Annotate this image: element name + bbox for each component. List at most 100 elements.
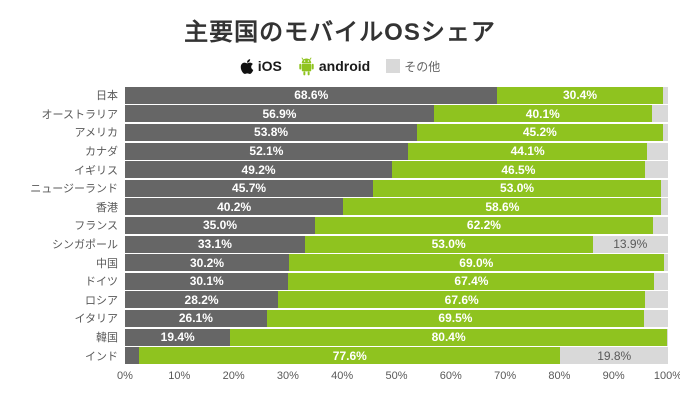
segment-value-label: 44.1%	[510, 144, 545, 159]
country-label: 韓国	[96, 332, 118, 345]
country-label: オーストラリア	[41, 108, 118, 121]
bar-segment-android: 69.0%	[288, 254, 664, 272]
segment-value-label: 30.4%	[563, 88, 598, 103]
bar-segment-android: 67.6%	[278, 291, 646, 309]
bar-track: 30.2% 69.0%	[125, 254, 668, 272]
bar-row: インド 77.6% 19.8%	[12, 346, 668, 365]
bar-segment-other	[651, 105, 668, 123]
country-label: インド	[85, 350, 118, 363]
segment-value-label: 35.0%	[203, 218, 238, 233]
bar-segment-ios: 53.8%	[125, 123, 418, 141]
bar-row: オーストラリア 56.9% 40.1%	[12, 105, 668, 124]
bar-segment-android: 40.1%	[433, 105, 652, 123]
segment-value-label: 56.9%	[262, 106, 297, 121]
bar-track: 52.1% 44.1%	[125, 142, 668, 160]
bar-segment-android: 69.5%	[266, 309, 645, 327]
segment-value-label: 13.9%	[613, 237, 648, 252]
segment-value-label: 46.5%	[501, 162, 536, 177]
bar-track: 19.4% 80.4%	[125, 328, 668, 346]
bar-track: 56.9% 40.1%	[125, 105, 668, 123]
bar-segment-ios: 45.7%	[125, 179, 374, 197]
bar-segment-ios: 35.0%	[125, 216, 316, 234]
bar-segment-other	[662, 86, 668, 104]
bar-rows: 日本 68.6% 30.4% オーストラリア 56.9% 40.1% アメリカ 53.8% 45…	[12, 86, 668, 365]
bar-row: ロシア 28.2% 67.6%	[12, 291, 668, 310]
country-label: イギリス	[74, 164, 118, 177]
bar-segment-ios: 56.9%	[125, 105, 434, 123]
axis-tick-label: 50%	[385, 369, 408, 382]
segment-value-label: 40.2%	[217, 199, 252, 214]
segment-value-label: 58.6%	[485, 199, 520, 214]
segment-value-label: 19.4%	[160, 330, 195, 345]
android-icon	[298, 57, 315, 76]
bar-row: 韓国 19.4% 80.4%	[12, 328, 668, 347]
bar-track: 68.6% 30.4%	[125, 86, 668, 104]
bar-segment-ios: 68.6%	[125, 86, 498, 104]
bar-row: イタリア 26.1% 69.5%	[12, 309, 668, 328]
bar-segment-ios: 52.1%	[125, 142, 408, 160]
segment-value-label: 68.6%	[294, 88, 329, 103]
bar-segment-ios: 33.1%	[125, 235, 305, 253]
country-label: アメリカ	[74, 127, 118, 140]
legend-label-ios: iOS	[257, 58, 282, 74]
country-label: 日本	[96, 90, 118, 103]
bar-segment-other	[644, 309, 668, 327]
segment-value-label: 67.4%	[454, 274, 489, 289]
country-label: 中国	[96, 257, 118, 270]
bar-segment-other: 13.9%	[592, 235, 668, 253]
bar-segment-other	[662, 123, 668, 141]
bar-segment-android: 58.6%	[343, 198, 662, 216]
bar-segment-ios: 49.2%	[125, 161, 393, 179]
legend-label-other: その他	[404, 59, 441, 74]
segment-value-label: 45.2%	[522, 125, 557, 140]
bar-row: 日本 68.6% 30.4%	[12, 86, 668, 105]
other-swatch-icon	[386, 59, 401, 73]
bar-row: アメリカ 53.8% 45.2%	[12, 123, 668, 142]
legend-item-ios: iOS	[240, 58, 282, 75]
segment-value-label: 30.2%	[189, 255, 224, 270]
bar-segment-android: 77.6%	[139, 347, 561, 365]
bar-segment-android: 45.2%	[417, 123, 663, 141]
legend-item-android: android	[298, 57, 370, 76]
axis-tick-label: 80%	[548, 369, 571, 382]
segment-value-label: 53.0%	[431, 237, 466, 252]
bar-segment-other	[652, 216, 668, 234]
bar-segment-other	[644, 161, 668, 179]
bar-segment-other	[645, 291, 668, 309]
axis-tick-label: 90%	[602, 369, 625, 382]
segment-value-label: 30.1%	[189, 274, 224, 289]
country-label: ニュージーランド	[30, 183, 118, 196]
bar-track: 77.6% 19.8%	[125, 347, 668, 365]
bar-segment-other	[647, 142, 668, 160]
bar-row: フランス 35.0% 62.2%	[12, 216, 668, 235]
bar-track: 45.7% 53.0%	[125, 179, 668, 197]
bar-track: 49.2% 46.5%	[125, 161, 668, 179]
axis-tick-label: 0%	[117, 369, 133, 382]
bar-segment-android: 46.5%	[392, 161, 645, 179]
axis-tick-label: 60%	[439, 369, 462, 382]
segment-value-label: 53.8%	[254, 125, 289, 140]
chart-title: 主要国のモバイルOSシェア	[184, 19, 496, 46]
segment-value-label: 52.1%	[249, 144, 284, 159]
country-label: イタリア	[74, 313, 118, 326]
bar-track: 28.2% 67.6%	[125, 291, 668, 309]
x-axis: 0% 10% 20% 30% 40% 50% 60% 70% 80% 90% 100%	[117, 369, 680, 388]
segment-value-label: 67.6%	[444, 292, 479, 307]
bar-segment-ios	[125, 347, 140, 365]
bar-track: 40.2% 58.6%	[125, 198, 668, 216]
segment-value-label: 62.2%	[466, 218, 501, 233]
bar-segment-ios: 28.2%	[125, 291, 279, 309]
segment-value-label: 77.6%	[332, 348, 367, 363]
bar-segment-android: 30.4%	[497, 86, 663, 104]
segment-value-label: 33.1%	[197, 237, 232, 252]
bar-segment-other: 19.8%	[560, 347, 668, 365]
bar-track: 26.1% 69.5%	[125, 309, 668, 327]
bar-segment-other	[660, 179, 668, 197]
axis-tick-label: 10%	[168, 369, 191, 382]
segment-value-label: 69.5%	[438, 311, 473, 326]
bar-segment-android: 67.4%	[288, 272, 655, 290]
country-label: フランス	[74, 220, 118, 233]
legend: iOS	[12, 55, 668, 77]
legend-item-other: その他	[386, 58, 440, 75]
bar-segment-android: 53.0%	[373, 179, 661, 197]
